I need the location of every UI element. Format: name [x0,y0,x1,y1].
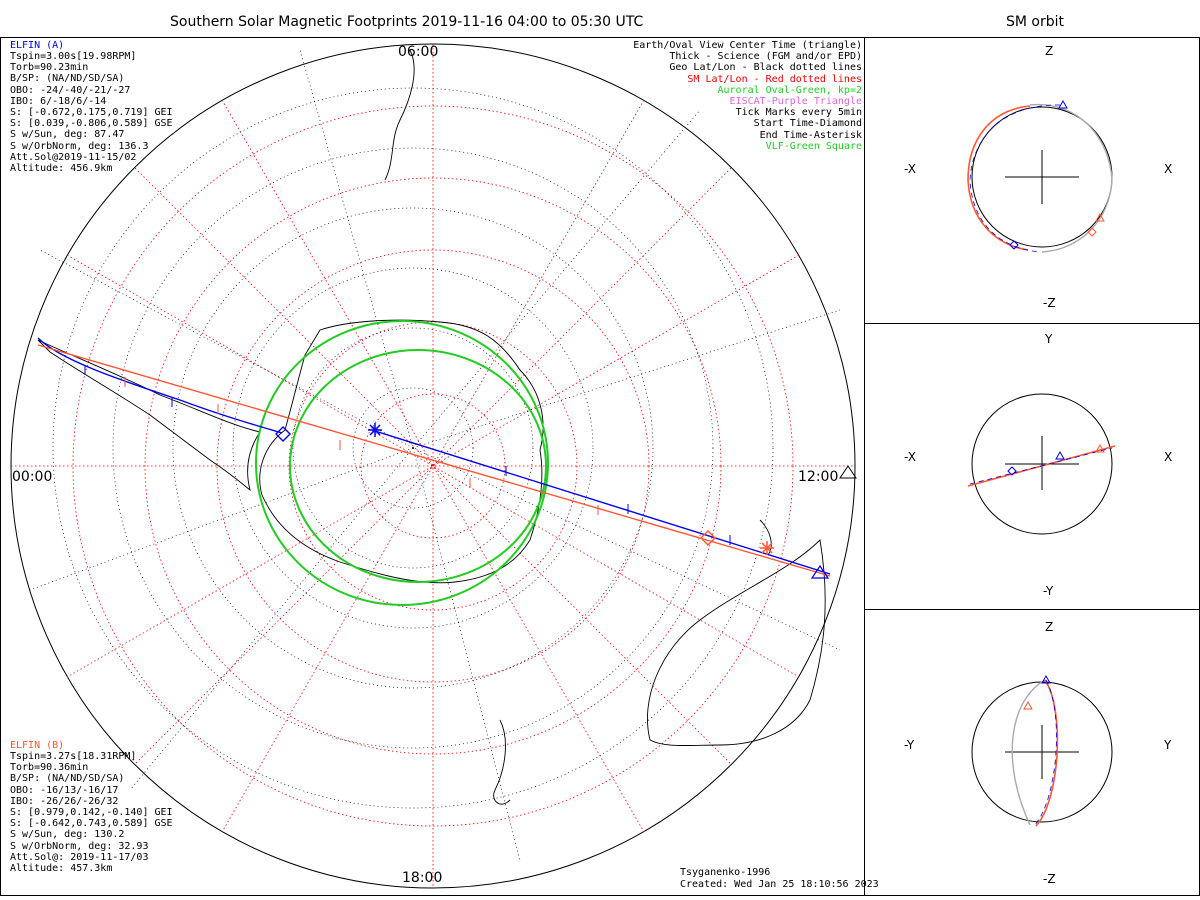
elfin-a-track [37,337,831,575]
elfin-a-info-line: S: [-0.672,0.175,0.719] GEI [10,107,173,119]
orbit1-left-label: -X [904,162,916,176]
elfin-a-info-line: OBO: -24/-40/-21/-27 [10,84,131,96]
elfin-a-info-line: Att.Sol@2019-11-15/02 [10,151,137,163]
orbit1-top-label: Z [1045,44,1054,58]
tasmania-coast [759,519,772,556]
antarctica-coast [259,319,544,584]
orbit-title: SM orbit [1006,14,1065,30]
elfin-a-info-line: S: [0.039,-0.806,0.589] GSE [10,118,173,130]
elfin-a-info-line: IBO: 6/-18/6/-14 [10,95,107,107]
elfin-a-info-line: S w/Sun, deg: 87.47 [10,129,125,141]
legend-auroral: Auroral Oval-Green, kp=2 [717,84,863,96]
legend-vlf: VLF-Green Square [765,140,862,152]
elfin-b-info-line: S w/Sun, deg: 130.2 [10,829,125,841]
orbit2-right-label: X [1164,450,1173,464]
view-center-triangle-right [839,465,857,479]
hour-label-top: 06:00 [398,44,439,60]
hour-label-bottom: 18:00 [402,870,443,886]
legend-earth-view: Earth/Oval View Center Time (triangle) [633,40,862,51]
elfin-b-info-line: Altitude: 457.3km [10,863,113,875]
orbit2-bottom-label: -Y [1043,584,1054,598]
elfin-a-info-line: Torb=90.23min [10,62,89,74]
elfin-a-name: ELFIN (A) [10,40,65,51]
footer-created: Created: Wed Jan 25 18:10:56 2023 [680,879,879,890]
auroral-oval-outer [255,320,549,606]
elfin-b-start-diamond [700,530,716,546]
orbit3-top-label: Z [1045,620,1054,634]
australia-coast [647,539,826,746]
legend-eiscat: EISCAT-Purple Triangle [729,96,862,108]
auroral-oval-inner [289,349,547,583]
legend-end: End Time-Asterisk [759,129,862,141]
orbit3-bottom-label: -Z [1043,872,1056,886]
legend-thick: Thick - Science (FGM and/or EPD) [669,51,862,63]
coastlines [37,49,826,805]
elfin-a-end-asterisk [368,423,382,437]
elfin-b-track [37,344,831,577]
elfin-a-info-line: B/SP: (NA/ND/SD/SA) [10,73,125,85]
orbit3-right-label: Y [1164,738,1172,752]
orbit-panel-xy [967,393,1116,535]
orbit-panel-frame-2 [864,323,1200,610]
orbit2-left-label: -X [904,450,916,464]
south-america-coast [37,339,261,492]
africa-coast [384,49,415,181]
orbit1-right-label: X [1164,162,1173,176]
legend: Earth/Oval View Center Time (triangle) T… [633,40,862,152]
legend-ticks: Tick Marks every 5min [735,107,862,119]
view-center-triangle [810,564,830,579]
footer-model: Tsyganenko-1996 [680,867,771,878]
elfin-a-info-line: Altitude: 456.9km [10,163,113,175]
new-zealand-coast [493,719,511,805]
elfin-b-info-line: OBO: -16/13/-16/17 [10,784,119,796]
orbit3-left-label: -Y [904,738,915,752]
elfin-a-info-line: S w/OrbNorm, deg: 136.3 [10,140,149,152]
orbit-panel-yz [971,674,1113,827]
plot-title: Southern Solar Magnetic Footprints 2019-… [170,14,644,30]
elfin-b-info-line: Torb=90.36min [10,762,89,774]
sm-lat-grid [11,44,855,888]
elfin-b-info-line: Tspin=3.27s[18.31RPM] [10,751,137,762]
elfin-b-info-line: S: [-0.642,0.743,0.589] GSE [10,818,173,830]
geo-lat-grid [29,49,841,861]
elfin-b-name: ELFIN (B) [10,740,65,751]
legend-start: Start Time-Diamond [753,118,862,130]
elfin-b-end-asterisk [760,541,774,555]
auroral-ovals [255,320,549,606]
hour-label-right: 12:00 [798,469,839,485]
elfin-b-info-line: B/SP: (NA/ND/SD/SA) [10,773,125,785]
elfin-a-info: Tspin=3.00s[19.98RPM] Torb=90.23min B/SP: … [10,51,173,174]
elfin-b-info-line: S: [0.979,0.142,-0.140] GEI [10,807,173,819]
legend-sm: SM Lat/Lon - Red dotted lines [687,73,862,85]
elfin-b-info-line: Att.Sol@: 2019-11-17/03 [10,851,149,863]
elfin-a-info-line: Tspin=3.00s[19.98RPM] [10,51,137,62]
elfin-b-info-line: IBO: -26/26/-26/32 [10,795,119,807]
orbit-panel-xz [967,99,1113,253]
elfin-b-info: Tspin=3.27s[18.31RPM] Torb=90.36min B/SP: … [10,751,173,874]
orbit2-top-label: Y [1045,332,1053,346]
elfin-b-info-line: S w/OrbNorm, deg: 32.93 [10,840,149,852]
hour-label-left: 00:00 [12,469,53,485]
elfin-a-start-diamond [275,426,291,442]
orbit1-bottom-label: -Z [1043,296,1056,310]
legend-geo: Geo Lat/Lon - Black dotted lines [669,62,862,74]
orbit-panel-frame-1 [864,37,1200,324]
